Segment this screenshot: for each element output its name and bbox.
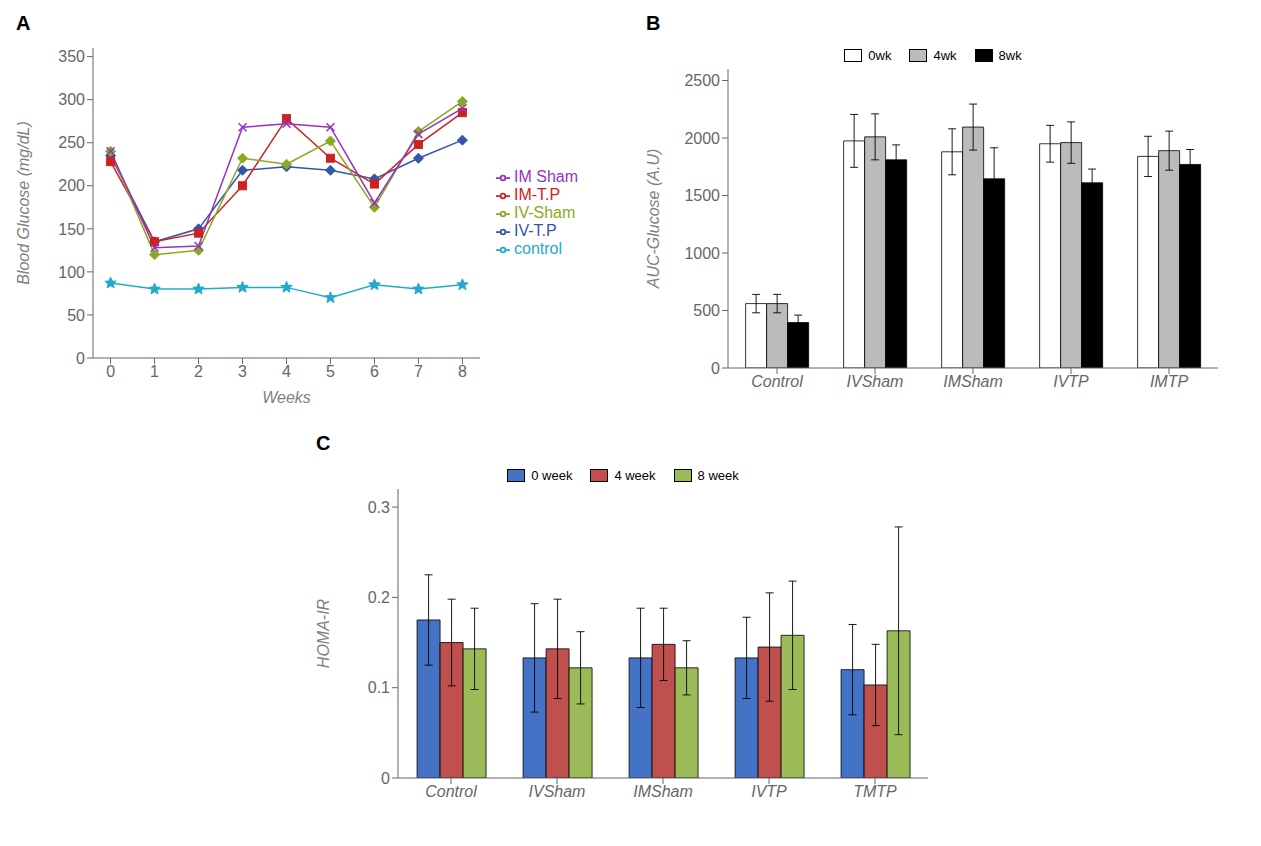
svg-text:0: 0 — [381, 770, 390, 787]
html-text:4wk: 4wk — [933, 48, 957, 63]
html-text:C: C — [316, 432, 331, 454]
svg-text:2000: 2000 — [684, 130, 720, 147]
svg-text:8: 8 — [458, 363, 467, 380]
svg-text:0.2: 0.2 — [368, 589, 390, 606]
svg-text:IMTP: IMTP — [1150, 373, 1189, 390]
svg-text:1500: 1500 — [684, 187, 720, 204]
html-text:IV-T.P: IV-T.P — [514, 222, 557, 239]
html-text:4 week: 4 week — [614, 468, 656, 483]
svg-text:0.1: 0.1 — [368, 679, 390, 696]
svg-text:0: 0 — [76, 350, 85, 367]
svg-text:5: 5 — [326, 363, 335, 380]
svg-text:100: 100 — [58, 264, 85, 281]
html-text:0 week: 0 week — [531, 468, 573, 483]
svg-text:0.3: 0.3 — [368, 499, 390, 516]
svg-text:300: 300 — [58, 91, 85, 108]
svg-text:Blood Glucose (mg/dL): Blood Glucose (mg/dL) — [15, 121, 32, 285]
html-text:control: control — [514, 240, 562, 257]
svg-text:AUC-Glucose (A.U): AUC-Glucose (A.U) — [645, 149, 662, 290]
html-text:B: B — [646, 12, 661, 34]
svg-text:0: 0 — [711, 360, 720, 377]
svg-text:2: 2 — [194, 363, 203, 380]
svg-text:IMSham: IMSham — [633, 783, 693, 800]
svg-text:50: 50 — [67, 307, 85, 324]
svg-text:250: 250 — [58, 134, 85, 151]
svg-text:Weeks: Weeks — [262, 389, 311, 406]
svg-text:350: 350 — [58, 48, 85, 65]
svg-text:7: 7 — [414, 363, 423, 380]
html-text:IM Sham: IM Sham — [514, 168, 578, 185]
svg-text:1000: 1000 — [684, 245, 720, 262]
svg-text:4: 4 — [282, 363, 291, 380]
svg-text:2500: 2500 — [684, 72, 720, 89]
svg-text:200: 200 — [58, 177, 85, 194]
svg-text:HOMA-IR: HOMA-IR — [315, 598, 332, 668]
svg-text:IVTP: IVTP — [751, 783, 787, 800]
svg-text:TMTP: TMTP — [853, 783, 897, 800]
svg-text:6: 6 — [370, 363, 379, 380]
html-text:0wk: 0wk — [868, 48, 892, 63]
html-text:IV-Sham: IV-Sham — [514, 204, 576, 221]
svg-text:IMSham: IMSham — [943, 373, 1003, 390]
html-text:8wk: 8wk — [998, 48, 1022, 63]
svg-text:0: 0 — [106, 363, 115, 380]
svg-text:150: 150 — [58, 221, 85, 238]
svg-text:IVTP: IVTP — [1053, 373, 1089, 390]
svg-text:3: 3 — [238, 363, 247, 380]
svg-text:Control: Control — [425, 783, 477, 800]
svg-text:500: 500 — [693, 302, 720, 319]
svg-text:1: 1 — [150, 363, 159, 380]
html-text:A: A — [16, 12, 31, 34]
svg-text:IVSham: IVSham — [847, 373, 904, 390]
html-text:IM-T.P: IM-T.P — [514, 186, 561, 203]
html-text:8 week: 8 week — [697, 468, 739, 483]
svg-text:IVSham: IVSham — [529, 783, 586, 800]
svg-text:Control: Control — [751, 373, 803, 390]
